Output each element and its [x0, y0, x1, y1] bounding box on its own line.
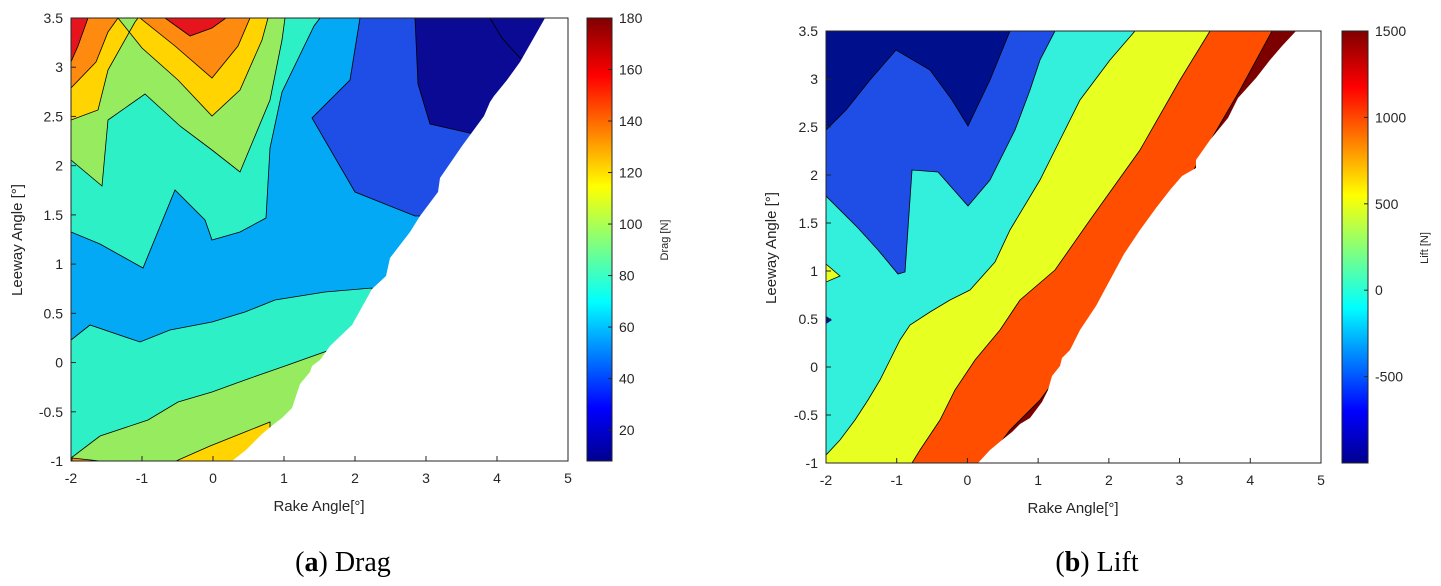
drag-plot-frame: [70, 17, 569, 462]
drag-level-orange-lower: [71, 457, 101, 461]
drag-contour-plot: [71, 18, 568, 461]
drag-colorbar-label: Drag [N]: [659, 220, 671, 261]
lift-colorbar-label: Lift [N]: [1419, 232, 1431, 264]
lift-x-tick-label: 4: [1246, 472, 1254, 488]
lift-y-tick-label: 3.5: [799, 23, 819, 39]
lift-x-axis-label: Rake Angle[°]: [1027, 500, 1118, 517]
drag-y-axis-label: Leeway Angle [°]: [9, 184, 26, 296]
drag-panel: -2 -1 0 1 2 3 4 5 -1-0.500.511.522.533.5 Rake A…: [9, 10, 671, 578]
drag-x-tick-label: 4: [493, 470, 501, 486]
lift-x-tick-label: 2: [1105, 472, 1113, 488]
drag-blank-region: [232, 18, 568, 461]
lift-x-tick-label: 0: [964, 472, 972, 488]
drag-y-tick-label: 1: [55, 256, 63, 272]
lift-colorbar-tick-label: 0: [1375, 282, 1383, 298]
drag-colorbar-tick-label: 20: [619, 422, 635, 438]
drag-colorbar-tick-label: 40: [619, 371, 635, 387]
lift-x-tick-label: 5: [1317, 472, 1325, 488]
drag-x-tick-label: 1: [280, 470, 288, 486]
lift-y-axis: -1 -0.5 0 0.5 1 1.5 2 2.5 3 3.5: [794, 23, 831, 471]
drag-colorbar-tick-label: 140: [619, 113, 643, 129]
drag-colorbar: 20 40 60 80 100 120 140 160 180 Drag [N]: [586, 10, 671, 462]
lift-colorbar-tick-label: -500: [1375, 369, 1403, 385]
drag-y-tick-label: 1.5: [44, 207, 64, 223]
lift-y-tick-label: 0.5: [799, 311, 819, 327]
lift-y-tick-label: 2.5: [799, 119, 819, 135]
drag-colorbar-tick-label: 100: [619, 216, 643, 232]
lift-blank-region: [978, 31, 1321, 463]
lift-x-tick-label: 3: [1176, 472, 1184, 488]
lift-x-axis: -2 -1 0 1 2 3 4 5: [820, 458, 1325, 488]
drag-colorbar-tick-label: 160: [619, 62, 643, 78]
drag-y-tick-label: 2: [55, 158, 63, 174]
lift-level-yellow-spot: [826, 263, 841, 283]
lift-colorbar-tick-label: 1500: [1375, 23, 1406, 39]
drag-y-tick-label: 0: [55, 355, 63, 371]
lift-panel: -2 -1 0 1 2 3 4 5 -1-0.500.511.522.533.5 Rake A…: [763, 23, 1431, 578]
drag-y-tick-label: 3.5: [44, 10, 64, 26]
drag-x-axis-label: Rake Angle[°]: [273, 498, 364, 515]
drag-colorbar-tick-label: 120: [619, 165, 643, 181]
drag-x-axis: -2 -1 0 1 2 3 4 5: [65, 456, 572, 486]
lift-contour-plot: [826, 31, 1321, 463]
lift-y-tick-label: -0.5: [794, 407, 818, 423]
lift-x-tick-label: -1: [890, 472, 903, 488]
drag-y-tick-label: -0.5: [39, 404, 63, 420]
lift-colorbar-tick-label: 1000: [1375, 109, 1406, 125]
lift-plot-frame: [825, 30, 1322, 464]
drag-y-tick-label: 3: [55, 59, 63, 75]
drag-x-tick-label: 0: [209, 470, 217, 486]
lift-y-tick-label: 2: [810, 167, 818, 183]
lift-level-blue: [826, 31, 1056, 275]
drag-caption: (a) Drag: [295, 547, 391, 578]
lift-caption: (b) Lift: [1055, 547, 1138, 578]
drag-colorbar-tick-label: 180: [619, 10, 643, 26]
lift-y-tick-label: 1: [810, 263, 818, 279]
drag-x-tick-label: 2: [351, 470, 359, 486]
lift-y-tick-label: 1.5: [799, 215, 819, 231]
drag-y-tick-label: 2.5: [44, 108, 64, 124]
lift-y-tick-label: -1: [806, 455, 819, 471]
drag-x-tick-label: 3: [422, 470, 430, 486]
lift-y-axis-label: Leeway Angle [°]: [763, 192, 780, 304]
drag-x-tick-label: -1: [136, 470, 149, 486]
lift-colorbar-tick-label: 500: [1375, 196, 1399, 212]
drag-x-tick-label: -2: [65, 470, 78, 486]
lift-x-tick-label: -2: [820, 472, 833, 488]
drag-y-tick-label: 0.5: [44, 305, 64, 321]
drag-y-axis: -1 -0.5 0 0.5 1 1.5 2 2.5 3 3.5: [39, 10, 76, 469]
drag-colorbar-tick-label: 80: [619, 268, 635, 284]
lift-y-tick-label: 0: [810, 359, 818, 375]
lift-level-navy: [826, 31, 1011, 131]
drag-x-tick-label: 5: [564, 470, 572, 486]
lift-y-tick-label: 3: [810, 71, 818, 87]
drag-colorbar-tick-label: 60: [619, 319, 635, 335]
lift-colorbar: -500 0 500 1000 1500 Lift [N]: [1341, 23, 1431, 464]
drag-y-tick-label: -1: [51, 453, 64, 469]
lift-x-tick-label: 1: [1034, 472, 1042, 488]
lift-level-navy-spot: [826, 316, 832, 324]
